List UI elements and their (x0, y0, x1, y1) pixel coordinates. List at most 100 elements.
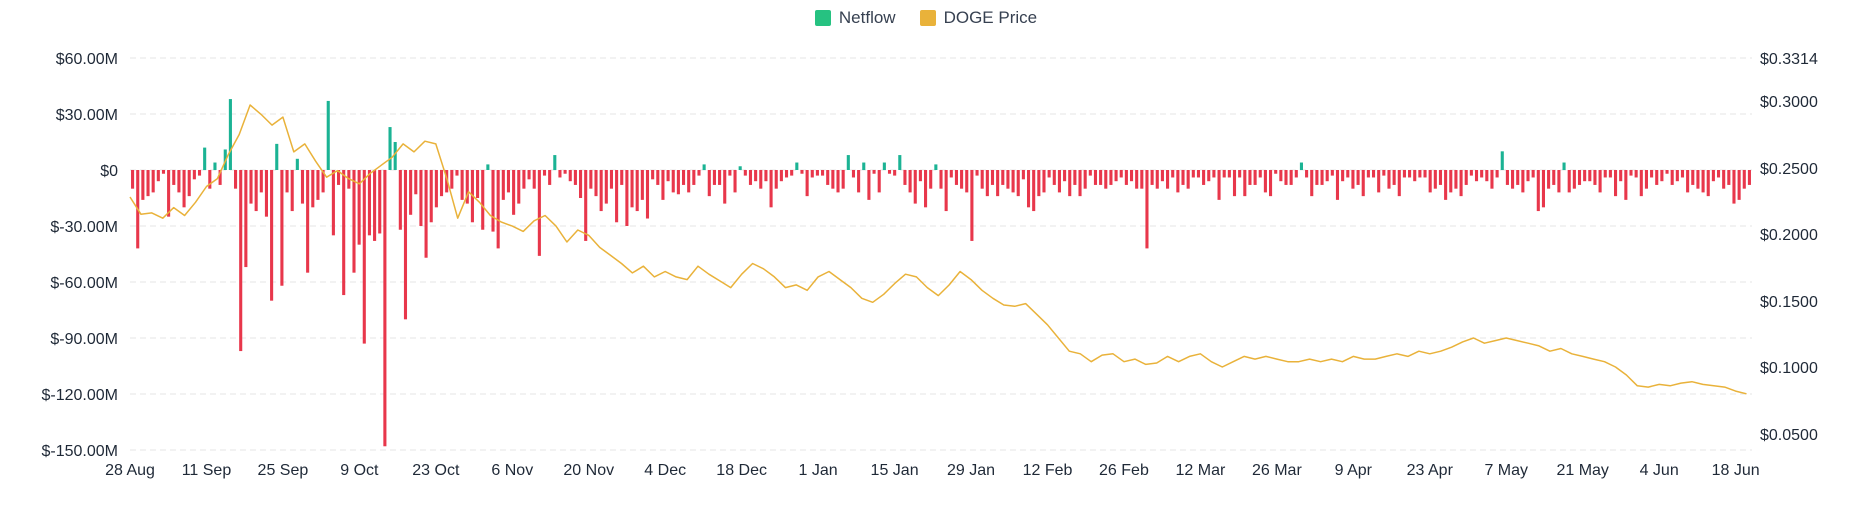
netflow-bar (512, 170, 516, 215)
x-tick-label: 4 Dec (644, 462, 686, 479)
netflow-bar (1258, 170, 1262, 178)
netflow-bar (352, 170, 356, 273)
netflow-bar (1294, 170, 1298, 178)
netflow-swatch (814, 10, 831, 26)
x-tick-label: 23 Oct (412, 462, 460, 479)
netflow-bar (1356, 170, 1360, 185)
netflow-bar (285, 170, 289, 193)
netflow-bar (1032, 170, 1036, 212)
netflow-bar (455, 170, 459, 176)
netflow-bar (594, 170, 598, 197)
netflow-bar (172, 170, 176, 185)
y-tick-label: $-150.00M (42, 443, 119, 460)
netflow-bar (239, 170, 243, 352)
legend-item-price[interactable]: DOGE Price (919, 8, 1037, 28)
x-tick-label: 15 Jan (871, 462, 919, 479)
netflow-bar (259, 170, 263, 193)
netflow-bar (1593, 170, 1597, 185)
netflow-bar (311, 170, 315, 208)
netflow-bar (326, 100, 330, 170)
netflow-bar (908, 170, 912, 193)
netflow-bar (748, 170, 753, 185)
netflow-bar (1341, 170, 1345, 182)
netflow-bar (1557, 170, 1561, 193)
netflow-bar (1402, 170, 1406, 178)
netflow-bar (1243, 170, 1247, 197)
netflow-bar (893, 170, 897, 176)
netflow-bar (1603, 170, 1607, 178)
netflow-bar (718, 170, 722, 185)
netflow-bar (1021, 170, 1025, 180)
netflow-bar (898, 155, 902, 170)
netflow-bar (1119, 170, 1123, 178)
netflow-bar (486, 164, 490, 170)
legend-item-netflow[interactable]: Netflow (814, 8, 896, 28)
netflow-bar (1212, 170, 1216, 178)
netflow-bar (275, 143, 279, 170)
x-tick-label: 9 Apr (1335, 462, 1373, 479)
y-tick-label: $-60.00M (50, 275, 118, 292)
netflow-bar (1155, 170, 1159, 189)
netflow-bar (1284, 170, 1288, 185)
netflow-bar (954, 170, 958, 185)
netflow-bar (949, 170, 953, 178)
netflow-bar (388, 127, 392, 170)
netflow-bar (1737, 170, 1741, 200)
netflow-bar (584, 170, 588, 241)
netflow-bar (609, 170, 613, 189)
netflow-bar (424, 170, 428, 258)
netflow-bar (779, 170, 783, 182)
netflow-bar (1521, 170, 1525, 193)
price-swatch (919, 10, 936, 26)
netflow-bar (1026, 170, 1031, 208)
netflow-bar (290, 170, 294, 212)
netflow-bar (707, 170, 711, 197)
netflow-bar (985, 170, 989, 197)
netflow-bar (1547, 170, 1551, 189)
netflow-bar (522, 170, 526, 189)
netflow-bar (197, 170, 202, 176)
netflow-bar (414, 170, 418, 195)
netflow-bar (254, 170, 258, 212)
netflow-bar (805, 170, 809, 197)
netflow-bar (1160, 170, 1164, 182)
netflow-bar (316, 170, 320, 200)
netflow-bar (1052, 170, 1056, 185)
netflow-bar (1444, 170, 1448, 200)
netflow-bar (1263, 170, 1267, 193)
netflow-bar (532, 170, 536, 189)
x-tick-label: 23 Apr (1407, 462, 1454, 479)
netflow-bar (826, 170, 830, 185)
y2-tick-label: $0.0500 (1760, 427, 1818, 444)
netflow-bar (177, 170, 181, 193)
netflow-bar (1747, 170, 1751, 185)
netflow-bar (1346, 170, 1350, 178)
netflow-bar (887, 170, 892, 174)
x-tick-label: 21 May (1556, 462, 1608, 479)
netflow-bar (1124, 170, 1128, 185)
netflow-bar (1253, 170, 1257, 185)
netflow-bar (970, 170, 974, 241)
netflow-bar (331, 170, 335, 236)
netflow-bar (1480, 170, 1484, 178)
netflow-bar (1042, 170, 1046, 193)
y-tick-label: $-90.00M (50, 331, 118, 348)
netflow-bar (918, 170, 922, 182)
netflow-bar (357, 170, 361, 245)
netflow-bar (553, 155, 557, 170)
netflow-bar (1716, 170, 1721, 178)
netflow-bar (1711, 170, 1715, 182)
netflow-bar (131, 170, 135, 189)
netflow-bar (573, 170, 577, 185)
netflow-bar (1562, 162, 1566, 170)
netflow-bar (161, 170, 166, 174)
netflow-bar (1511, 170, 1515, 189)
netflow-bar (527, 170, 531, 180)
netflow-bar (1222, 170, 1226, 178)
netflow-bar (1691, 170, 1695, 185)
netflow-bar (1516, 170, 1520, 185)
netflow-bar (218, 170, 222, 185)
netflow-bar (1129, 170, 1134, 182)
netflow-bar (1680, 170, 1685, 178)
